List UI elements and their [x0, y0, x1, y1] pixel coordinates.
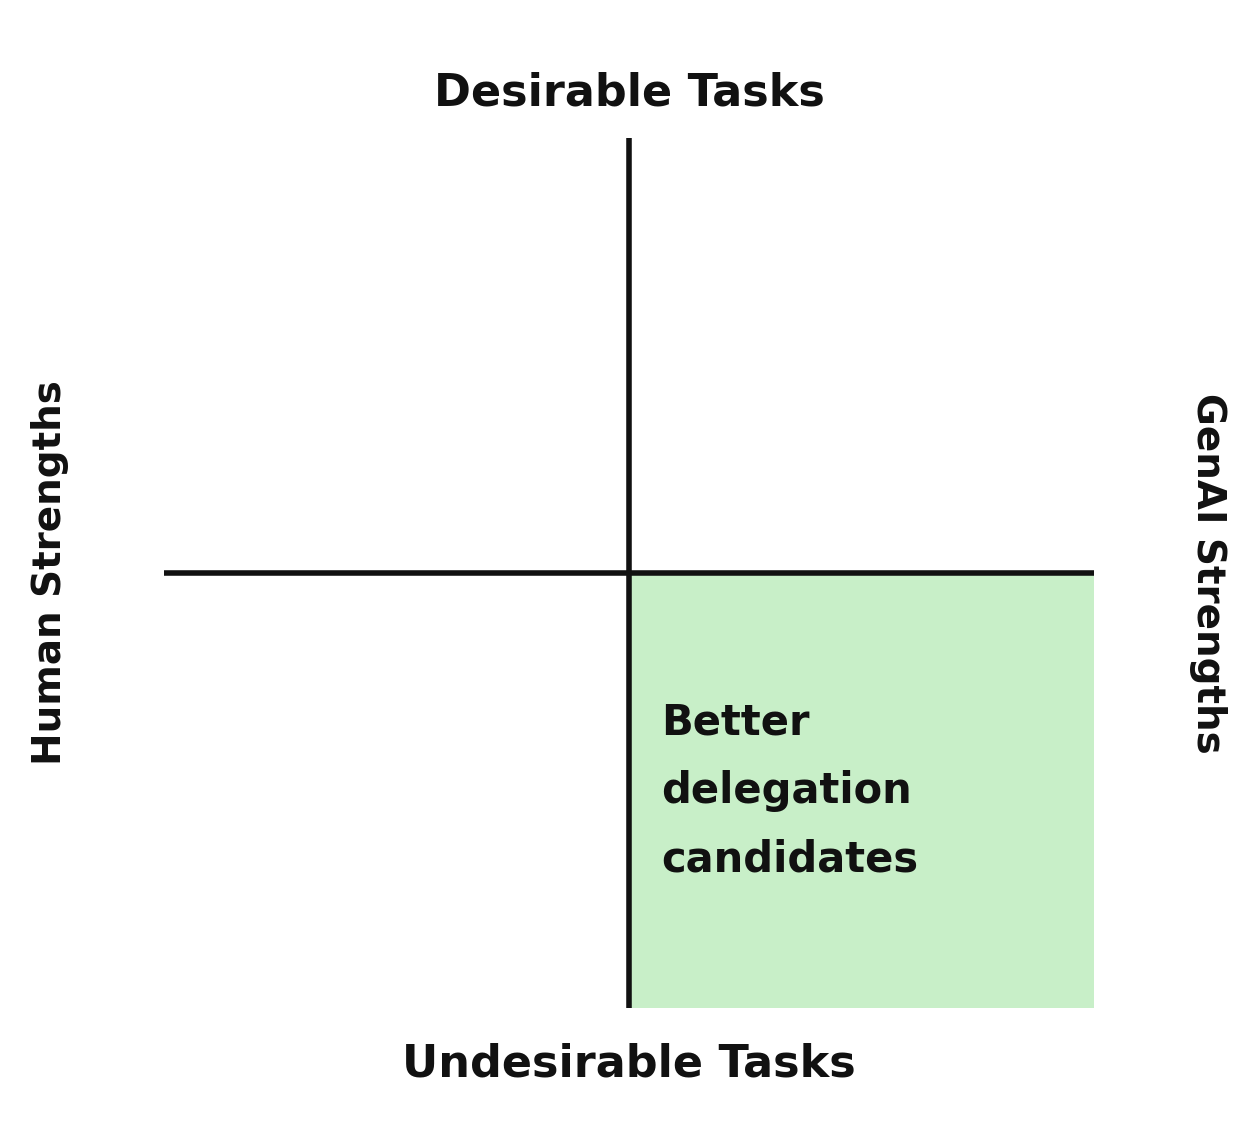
Bar	[629, 573, 1094, 1008]
Text: Better
delegation
candidates: Better delegation candidates	[662, 701, 918, 880]
Text: Desirable Tasks: Desirable Tasks	[434, 71, 824, 115]
Text: GenAI Strengths: GenAI Strengths	[1189, 393, 1227, 753]
Text: Undesirable Tasks: Undesirable Tasks	[403, 1043, 855, 1086]
Text: Human Strengths: Human Strengths	[31, 380, 69, 766]
